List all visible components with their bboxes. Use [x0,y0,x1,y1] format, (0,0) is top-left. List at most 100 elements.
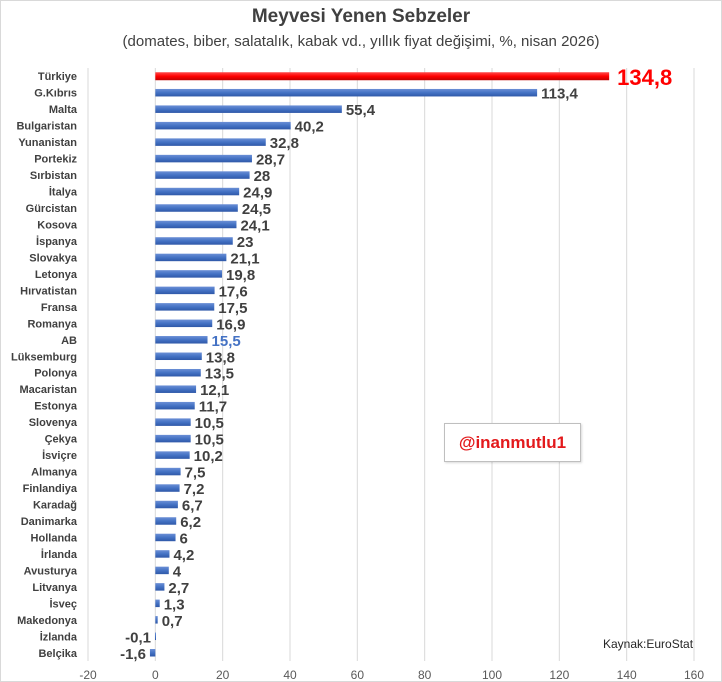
category-label: Avusturya [24,565,78,577]
category-label: Danimarka [21,516,78,528]
value-label: 134,8 [617,65,672,90]
category-label: Çekya [45,434,78,446]
category-label: Türkiye [38,71,77,83]
value-label: 12,1 [200,382,229,399]
value-label: 40,2 [295,119,324,136]
category-label: Polonya [34,368,78,380]
category-label: Fransa [41,302,78,314]
bar [155,88,538,97]
category-label: Slovakya [29,252,78,264]
x-tick-label: 80 [418,668,432,682]
value-label: 15,5 [212,333,241,350]
category-label: Litvanya [32,582,78,594]
bar [155,105,342,113]
value-label: -1,6 [120,646,146,663]
category-label: İtalya [49,186,78,199]
bar [155,368,201,377]
bar [155,204,238,212]
value-label: 21,1 [230,250,259,267]
bar [155,237,233,245]
bar [155,500,178,509]
category-label: Almanya [31,467,78,479]
value-label: 55,4 [346,102,376,119]
category-label: Karadağ [33,500,77,512]
bar [155,171,250,179]
category-label: Makedonya [17,615,78,627]
category-label: Belçika [38,648,77,660]
bar [155,187,240,196]
bar [155,286,215,295]
value-label: 4,2 [173,547,194,564]
category-label: AB [61,335,77,347]
bar [155,401,195,410]
value-label: 24,9 [243,185,272,202]
category-label: Letonya [35,269,78,281]
bar [155,154,252,163]
category-label: İsviçre [42,449,77,462]
value-label: 17,5 [218,300,247,317]
x-tick-label: 60 [351,668,365,682]
category-label: İspanya [36,235,78,248]
bar [155,467,181,476]
bar [155,270,222,278]
category-label: Bulgaristan [16,121,77,133]
category-label: İsveç [49,597,77,610]
bar [155,484,180,492]
bar [155,319,213,328]
x-tick-label: 100 [482,668,502,682]
category-label: Portekiz [34,154,77,166]
value-label: 10,2 [194,448,223,465]
bar [155,583,165,591]
bar [154,632,156,641]
value-label: 2,7 [168,580,189,597]
category-label: Yunanistan [18,137,77,149]
value-label: 6,7 [182,498,203,515]
value-label: 10,5 [195,432,224,449]
x-tick-label: -20 [79,668,97,682]
chart-title: Meyvesi Yenen Sebzeler [251,6,471,27]
x-tick-label: 0 [152,668,159,682]
value-label: 16,9 [216,316,245,333]
category-label: Malta [49,104,78,116]
category-label: Finlandiya [23,483,78,495]
value-label: -0,1 [125,629,151,646]
category-label: Lüksemburg [11,351,77,363]
bar [155,352,202,361]
category-label: İzlanda [40,630,78,643]
value-label: 13,5 [205,366,234,383]
chart-subtitle: (domates, biber, salatalık, kabak vd., y… [122,33,600,50]
bar [155,121,291,130]
category-label: Sırbistan [30,170,77,182]
x-tick-label: 40 [283,668,297,682]
bar [155,451,190,459]
value-label: 11,7 [199,399,227,416]
category-label: G.Kıbrıs [34,88,77,100]
value-label: 4 [173,563,182,580]
value-label: 0,7 [162,613,183,630]
source-note: Kaynak:EuroStat [603,637,694,651]
category-label: İrlanda [41,548,78,561]
category-label: Romanya [27,318,77,330]
bar [155,599,160,608]
category-label: Slovenya [29,417,78,429]
bar [155,434,191,443]
value-label: 7,2 [184,481,205,498]
value-label: 1,3 [164,596,185,613]
bar [155,253,227,262]
value-label: 113,4 [541,86,578,103]
value-label: 10,5 [195,415,224,432]
value-label: 7,5 [185,465,206,482]
bar [155,138,266,146]
author-handle: @inanmutlu1 [458,432,567,452]
value-label: 24,1 [240,217,269,234]
bar [155,72,610,81]
bar [155,385,197,393]
bar [155,616,158,624]
value-label: 23 [237,234,254,251]
value-label: 6 [180,530,188,547]
bar [155,336,208,344]
value-label: 13,8 [206,349,235,366]
value-label: 17,6 [219,283,248,300]
value-label: 32,8 [270,135,299,152]
